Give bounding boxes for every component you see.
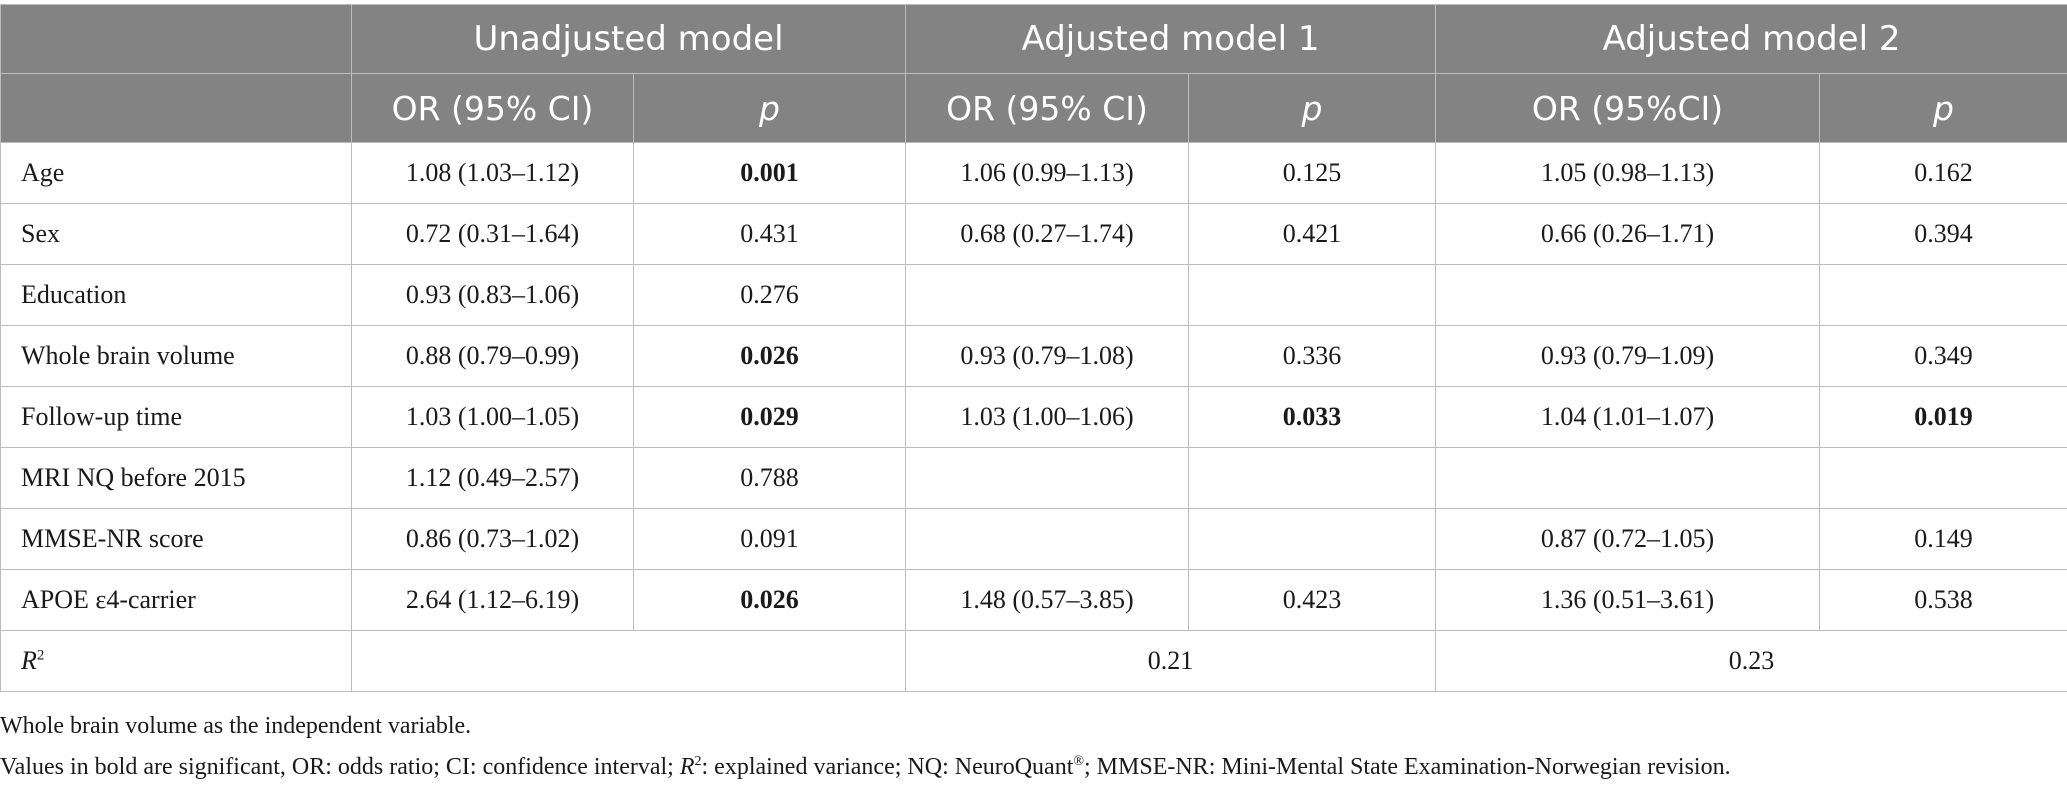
or-ci-cell: 1.04 (1.01–1.07) — [1436, 387, 1820, 448]
p-value-cell: 0.431 — [634, 204, 906, 265]
or-ci-cell — [906, 509, 1189, 570]
p-value-cell: 0.394 — [1820, 204, 2067, 265]
header-or-unadjusted: OR (95% CI) — [352, 74, 634, 143]
p-value-cell — [1189, 509, 1436, 570]
or-ci-cell: 1.36 (0.51–3.61) — [1436, 570, 1820, 631]
header-p-adjusted-2: p — [1820, 74, 2067, 143]
or-ci-cell: 0.93 (0.79–1.08) — [906, 326, 1189, 387]
p-value-cell: 0.026 — [634, 570, 906, 631]
or-ci-cell: 1.05 (0.98–1.13) — [1436, 143, 1820, 204]
p-value-cell: 0.149 — [1820, 509, 2067, 570]
p-value-cell — [1820, 265, 2067, 326]
or-ci-cell — [906, 265, 1189, 326]
or-ci-cell: 0.88 (0.79–0.99) — [352, 326, 634, 387]
p-value-cell — [1820, 448, 2067, 509]
table-row-r2: R2 0.21 0.23 — [1, 631, 2067, 692]
or-ci-cell: 0.66 (0.26–1.71) — [1436, 204, 1820, 265]
header-group-unadjusted: Unadjusted model — [352, 5, 906, 74]
row-label: Follow-up time — [1, 387, 352, 448]
or-ci-cell: 1.48 (0.57–3.85) — [906, 570, 1189, 631]
p-value-cell: 0.125 — [1189, 143, 1436, 204]
p-value-cell — [1189, 448, 1436, 509]
or-ci-cell: 0.72 (0.31–1.64) — [352, 204, 634, 265]
row-label: MMSE-NR score — [1, 509, 352, 570]
p-value-cell: 0.276 — [634, 265, 906, 326]
footnote-1: Whole brain volume as the independent va… — [0, 708, 1731, 744]
p-value-cell: 0.019 — [1820, 387, 2067, 448]
p-value-cell: 0.026 — [634, 326, 906, 387]
header-p-adjusted-1: p — [1189, 74, 1436, 143]
row-label: Sex — [1, 204, 352, 265]
header-corner-sub — [1, 74, 352, 143]
or-ci-cell: 1.08 (1.03–1.12) — [352, 143, 634, 204]
header-group-adjusted-2: Adjusted model 2 — [1436, 5, 2067, 74]
or-ci-cell: 1.12 (0.49–2.57) — [352, 448, 634, 509]
or-ci-cell: 0.86 (0.73–1.02) — [352, 509, 634, 570]
header-p-unadjusted: p — [634, 74, 906, 143]
row-label: APOE ε4-carrier — [1, 570, 352, 631]
or-ci-cell: 0.68 (0.27–1.74) — [906, 204, 1189, 265]
p-value-cell: 0.091 — [634, 509, 906, 570]
header-row-groups: Unadjusted model Adjusted model 1 Adjust… — [1, 5, 2067, 74]
p-value-cell: 0.788 — [634, 448, 906, 509]
p-value-cell: 0.033 — [1189, 387, 1436, 448]
p-value-cell: 0.336 — [1189, 326, 1436, 387]
r2-unadjusted — [352, 631, 906, 692]
footnote-2: Values in bold are significant, OR: odds… — [0, 744, 1731, 785]
header-group-adjusted-1: Adjusted model 1 — [906, 5, 1436, 74]
or-ci-cell — [906, 448, 1189, 509]
p-value-cell: 0.001 — [634, 143, 906, 204]
table-footnotes: Whole brain volume as the independent va… — [0, 708, 1731, 785]
header-row-sub: OR (95% CI) p OR (95% CI) p OR (95%CI) p — [1, 74, 2067, 143]
or-ci-cell: 0.93 (0.83–1.06) — [352, 265, 634, 326]
or-ci-cell: 2.64 (1.12–6.19) — [352, 570, 634, 631]
or-ci-cell — [1436, 265, 1820, 326]
row-label: Age — [1, 143, 352, 204]
p-value-cell: 0.029 — [634, 387, 906, 448]
or-ci-cell: 1.03 (1.00–1.06) — [906, 387, 1189, 448]
row-label-r2: R2 — [1, 631, 352, 692]
p-value-cell — [1189, 265, 1436, 326]
p-value-cell: 0.423 — [1189, 570, 1436, 631]
or-ci-cell: 0.87 (0.72–1.05) — [1436, 509, 1820, 570]
r2-adjusted-2: 0.23 — [1436, 631, 2067, 692]
results-table-container: Unadjusted model Adjusted model 1 Adjust… — [0, 4, 2067, 692]
p-value-cell: 0.421 — [1189, 204, 1436, 265]
header-or-adjusted-2: OR (95%CI) — [1436, 74, 1820, 143]
or-ci-cell: 1.03 (1.00–1.05) — [352, 387, 634, 448]
row-label: Education — [1, 265, 352, 326]
header-corner — [1, 5, 352, 74]
r2-adjusted-1: 0.21 — [906, 631, 1436, 692]
header-or-adjusted-1: OR (95% CI) — [906, 74, 1189, 143]
p-value-cell: 0.349 — [1820, 326, 2067, 387]
row-label: Whole brain volume — [1, 326, 352, 387]
row-label: MRI NQ before 2015 — [1, 448, 352, 509]
or-ci-cell — [1436, 448, 1820, 509]
p-value-cell: 0.162 — [1820, 143, 2067, 204]
p-value-cell: 0.538 — [1820, 570, 2067, 631]
results-table: Unadjusted model Adjusted model 1 Adjust… — [0, 4, 2067, 692]
or-ci-cell: 1.06 (0.99–1.13) — [906, 143, 1189, 204]
or-ci-cell: 0.93 (0.79–1.09) — [1436, 326, 1820, 387]
